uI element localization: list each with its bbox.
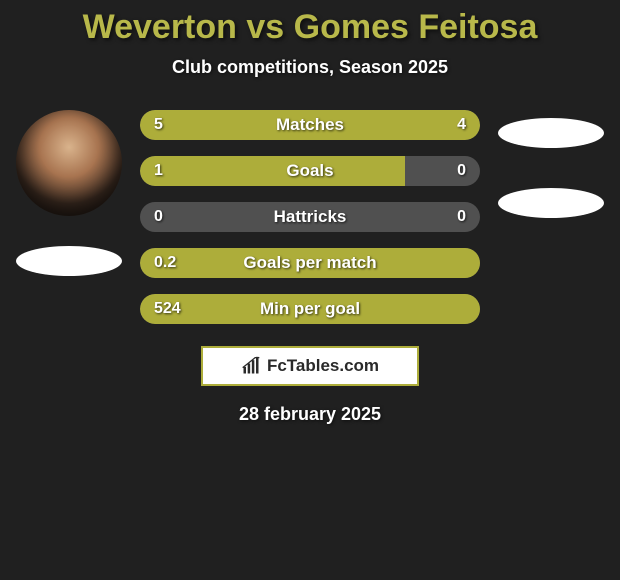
stat-right-value: 4 (457, 110, 466, 140)
comparison-main: 5 Matches 4 1 Goals 0 0 Hattricks 0 (0, 110, 620, 324)
stat-bars: 5 Matches 4 1 Goals 0 0 Hattricks 0 (140, 110, 480, 324)
stat-bar-goals: 1 Goals 0 (140, 156, 480, 186)
player-right-team-badge-2 (498, 188, 604, 218)
comparison-title: Weverton vs Gomes Feitosa (0, 8, 620, 47)
comparison-date: 28 february 2025 (0, 404, 620, 425)
stat-right-value: 0 (457, 202, 466, 232)
stat-bar-left-fill (140, 110, 330, 140)
stat-bar-hattricks: 0 Hattricks 0 (140, 202, 480, 232)
bar-chart-icon (241, 356, 261, 376)
stat-left-value: 524 (154, 294, 181, 324)
brand-box[interactable]: FcTables.com (201, 346, 419, 386)
comparison-subtitle: Club competitions, Season 2025 (0, 57, 620, 78)
stat-bar-gpm: 0.2 Goals per match (140, 248, 480, 278)
stat-left-value: 1 (154, 156, 163, 186)
player-left-avatar (16, 110, 122, 216)
stat-bar-left-fill (140, 156, 405, 186)
comparison-card: Weverton vs Gomes Feitosa Club competiti… (0, 0, 620, 425)
stat-bar-left-fill (140, 294, 480, 324)
brand-text: FcTables.com (267, 356, 379, 376)
stat-bar-left-fill (140, 248, 480, 278)
stat-label: Hattricks (140, 202, 480, 232)
player-left-team-badge (16, 246, 122, 276)
stat-right-value: 0 (457, 156, 466, 186)
player-right-column (498, 110, 604, 218)
stat-bar-mpg: 524 Min per goal (140, 294, 480, 324)
stat-left-value: 0 (154, 202, 163, 232)
player-left-column (16, 110, 122, 276)
stat-left-value: 5 (154, 110, 163, 140)
player-right-team-badge (498, 118, 604, 148)
stat-bar-matches: 5 Matches 4 (140, 110, 480, 140)
stat-left-value: 0.2 (154, 248, 176, 278)
